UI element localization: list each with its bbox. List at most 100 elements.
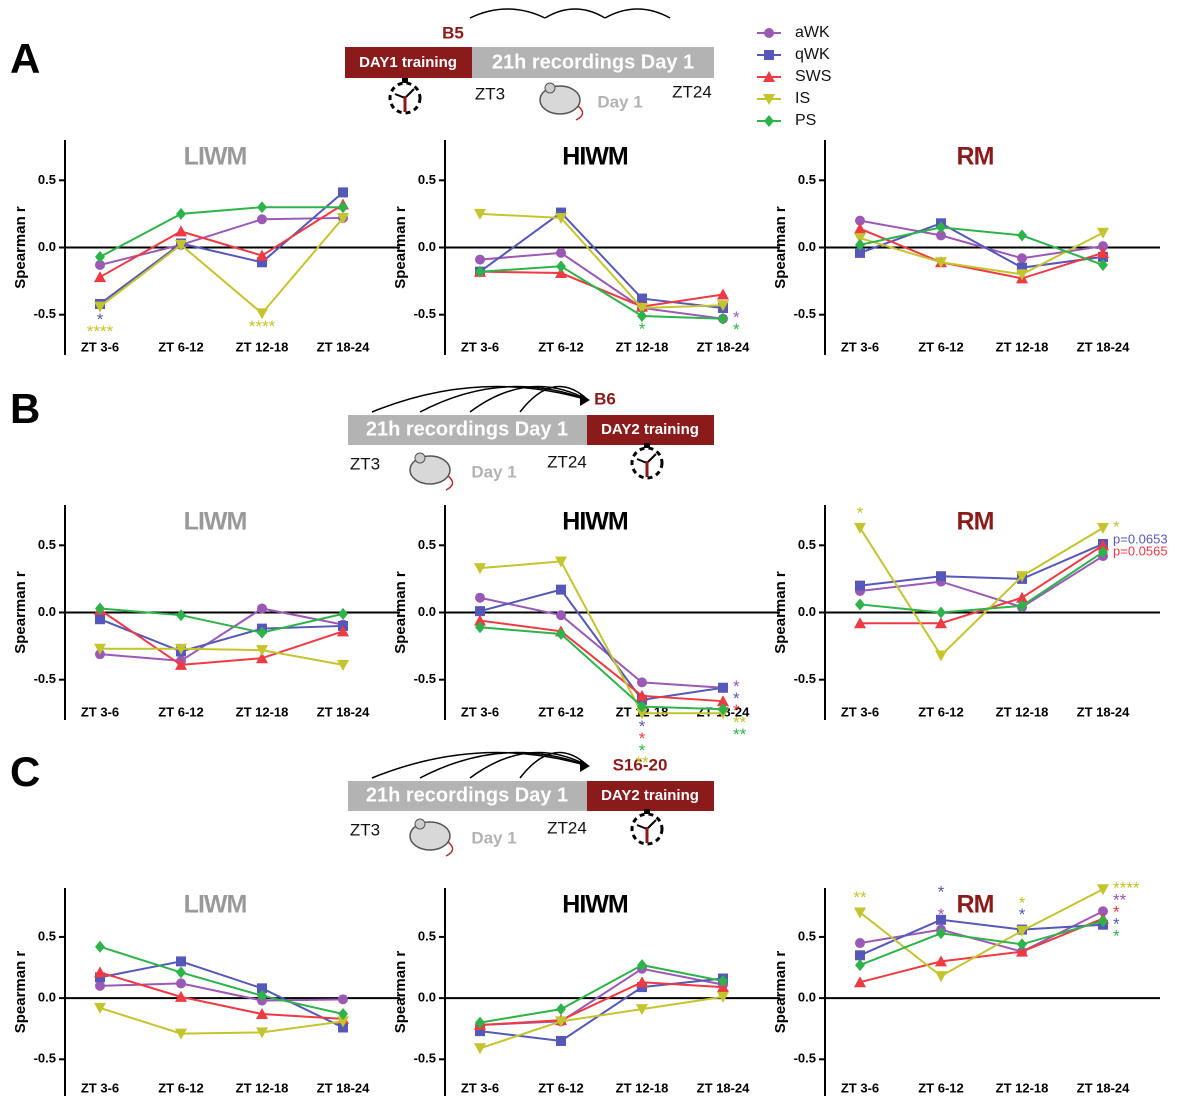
- y-axis-label: Spearman r: [772, 206, 789, 289]
- series-line: [479, 270, 724, 308]
- series-line: [859, 551, 1104, 614]
- training-label: DAY2 training: [601, 787, 699, 804]
- series-line: [99, 203, 344, 278]
- x-tick-label: ZT 18-24: [1077, 339, 1131, 354]
- recording-box: [348, 781, 587, 811]
- x-tick-label: ZT 18-24: [697, 1080, 751, 1095]
- data-point: [1017, 599, 1027, 612]
- x-tick-label: ZT 18-24: [1077, 704, 1131, 719]
- clock-icon: [388, 81, 422, 115]
- data-point: [555, 556, 567, 568]
- data-point: [855, 580, 865, 591]
- y-axis-label: Spearman r: [392, 206, 409, 289]
- data-point: [1098, 915, 1108, 928]
- clock-icon: [636, 824, 648, 830]
- y-tick-label: -0.5: [414, 1051, 436, 1066]
- data-point: [176, 609, 186, 622]
- data-point: [338, 994, 348, 1005]
- data-point: [95, 602, 105, 615]
- data-point: [1097, 539, 1109, 551]
- series-line: [859, 555, 1104, 609]
- data-point: [637, 959, 647, 972]
- data-point: [95, 614, 105, 625]
- x-tick-label: ZT 12-18: [996, 1080, 1049, 1095]
- annotation: *: [1113, 517, 1120, 536]
- panel-letter: A: [10, 35, 40, 82]
- legend-marker: [763, 94, 775, 105]
- series-line: [99, 217, 344, 315]
- annotation: *: [857, 503, 864, 522]
- data-point: [854, 222, 866, 234]
- series-line: [99, 607, 344, 634]
- legend-label: qWK: [795, 46, 830, 63]
- data-point: [475, 254, 485, 265]
- chart-title: LIWM: [184, 891, 247, 919]
- y-axis-label: Spearman r: [772, 571, 789, 654]
- data-point: [338, 607, 348, 620]
- data-point: [475, 592, 485, 603]
- x-tick-label: ZT 12-18: [236, 339, 289, 354]
- annotation: *: [733, 701, 740, 720]
- mouse-icon: [445, 475, 454, 491]
- data-point: [175, 239, 187, 251]
- recording-box: [472, 47, 714, 78]
- data-point: [717, 695, 729, 707]
- y-tick-label: 0.0: [418, 604, 436, 619]
- data-point: [176, 207, 186, 220]
- annotation: *: [1019, 905, 1026, 924]
- y-axis-label: Spearman r: [772, 951, 789, 1034]
- annotation: ****: [249, 317, 276, 336]
- data-point: [855, 247, 865, 258]
- arrow-head: [580, 760, 590, 772]
- annotation: *: [639, 717, 646, 736]
- data-point: [176, 978, 186, 989]
- data-point: [555, 267, 567, 279]
- series-line: [479, 596, 724, 689]
- series-line: [859, 231, 1104, 276]
- training-label: DAY1 training: [359, 54, 457, 71]
- series-line: [479, 626, 724, 711]
- y-tick-label: 0.5: [798, 537, 816, 552]
- annotation: *: [1113, 903, 1120, 922]
- series-line: [859, 222, 1104, 269]
- x-tick-label: ZT 6-12: [158, 339, 204, 354]
- clock-icon: [644, 443, 650, 448]
- series-line: [859, 526, 1104, 658]
- y-tick-label: 0.5: [798, 172, 816, 187]
- annotation: *: [639, 741, 646, 760]
- data-point: [257, 983, 267, 994]
- chart-title: RM: [957, 891, 994, 919]
- annotation: ****: [87, 322, 114, 341]
- clock-icon: [644, 809, 650, 814]
- series-line: [859, 226, 1104, 266]
- x-tick-label: ZT 12-18: [996, 339, 1049, 354]
- clock-icon: [630, 812, 664, 846]
- data-point: [556, 628, 566, 640]
- y-tick-label: 0.0: [418, 990, 436, 1005]
- x-tick-label: ZT 3-6: [461, 1080, 499, 1095]
- x-tick-label: ZT 18-24: [1077, 1080, 1131, 1095]
- data-point: [555, 212, 567, 224]
- series-line: [859, 917, 1104, 984]
- data-point: [1097, 522, 1109, 534]
- mouse-icon: [575, 105, 584, 121]
- arrow: [419, 751, 589, 779]
- data-point: [556, 207, 566, 218]
- zt-end: ZT24: [672, 82, 712, 101]
- data-point: [555, 1016, 567, 1028]
- marker-label: B6: [594, 389, 616, 408]
- arrow: [469, 8, 546, 19]
- data-point: [855, 215, 865, 226]
- data-point: [176, 956, 186, 967]
- chart-title: RM: [957, 508, 994, 536]
- clock-icon: [402, 78, 408, 83]
- legend-marker: [764, 115, 774, 127]
- x-tick-label: ZT 18-24: [317, 704, 371, 719]
- legend-label: aWK: [795, 24, 830, 41]
- clock-icon: [394, 93, 406, 99]
- y-axis-label: Spearman r: [12, 571, 29, 654]
- annotation: *: [733, 677, 740, 696]
- data-point: [854, 617, 866, 629]
- data-point: [637, 700, 647, 713]
- annotation: **: [733, 713, 747, 732]
